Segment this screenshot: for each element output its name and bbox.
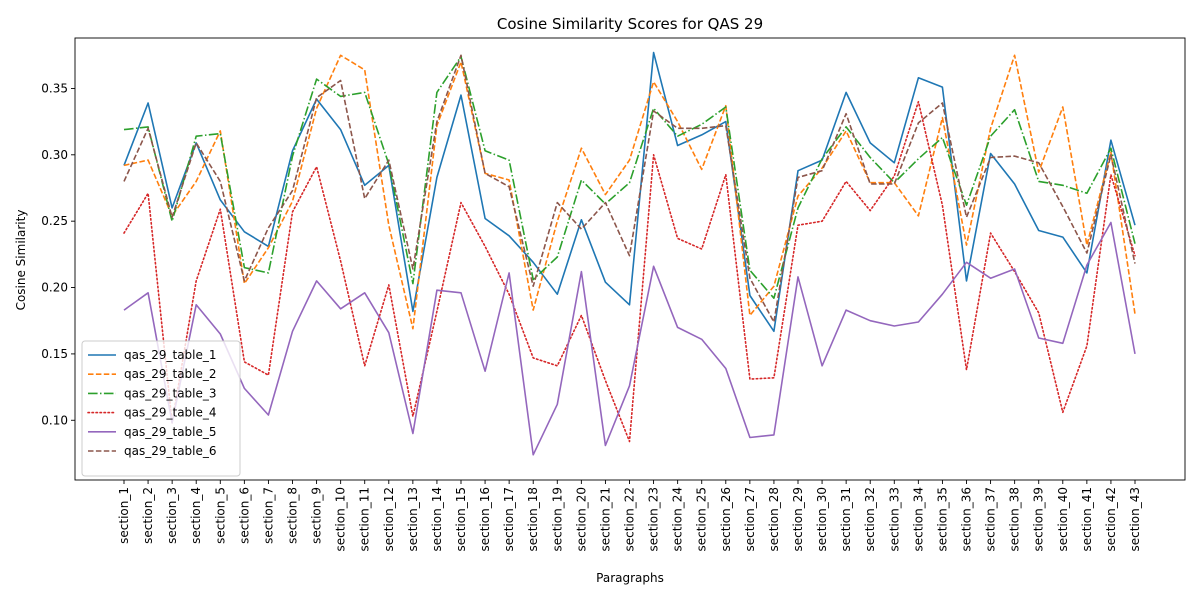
- x-tick-label: section_33: [887, 487, 901, 552]
- series-line-1: [123, 51, 1136, 333]
- chart-title: Cosine Similarity Scores for QAS 29: [497, 15, 763, 33]
- x-tick-label: section_5: [213, 487, 227, 544]
- series-layer: [123, 51, 1136, 456]
- x-tick-label: section_26: [719, 487, 733, 552]
- y-tick-label: 0.10: [41, 413, 68, 427]
- legend-label: qas_29_table_2: [124, 367, 217, 381]
- x-tick-label: section_1: [117, 487, 131, 544]
- legend-label: qas_29_table_4: [124, 406, 217, 420]
- x-tick-label: section_35: [935, 487, 949, 552]
- x-tick-label: section_29: [791, 487, 805, 552]
- x-tick-label: section_19: [550, 487, 564, 552]
- x-tick-label: section_25: [695, 487, 709, 552]
- legend: qas_29_table_1 qas_29_table_2 qas_29_table…: [81, 340, 241, 477]
- legend-label: qas_29_table_5: [124, 425, 217, 439]
- x-tick-label: section_7: [261, 487, 275, 544]
- x-tick-label: section_32: [863, 487, 877, 552]
- x-tick-label: section_6: [237, 487, 251, 544]
- x-tick-label: section_8: [286, 487, 300, 544]
- x-tick-label: section_27: [743, 487, 757, 552]
- x-tick-label: section_39: [1032, 487, 1046, 552]
- x-tick-label: section_41: [1080, 487, 1094, 552]
- x-tick-label: section_2: [141, 487, 155, 544]
- x-axis-label: Paragraphs: [596, 571, 664, 585]
- legend-label: qas_29_table_6: [124, 444, 217, 458]
- x-tick-label: section_20: [574, 487, 588, 552]
- series-line-4: [123, 100, 1136, 443]
- series-line-5: [123, 221, 1136, 456]
- x-tick-label: section_15: [454, 487, 468, 552]
- x-tick-label: section_17: [502, 487, 516, 552]
- y-tick-label: 0.30: [41, 148, 68, 162]
- x-tick-label: section_4: [189, 487, 203, 544]
- x-tick-label: section_36: [960, 487, 974, 552]
- x-tick-label: section_43: [1128, 487, 1142, 552]
- series-line-3: [123, 55, 1136, 300]
- legend-label: qas_29_table_3: [124, 386, 217, 400]
- x-tick-label: section_31: [839, 487, 853, 552]
- x-tick-label: section_37: [984, 487, 998, 552]
- y-tick-label: 0.20: [41, 281, 68, 295]
- plot-frame: [74, 37, 1186, 481]
- x-tick-label: section_16: [478, 487, 492, 552]
- x-tick-label: section_12: [382, 487, 396, 552]
- x-tick-label: section_10: [334, 487, 348, 552]
- axes-layer: 0.10 0.15 0.20 0.25 0.30 0.35 section_1 section…: [41, 37, 1186, 552]
- x-tick-label: section_38: [1008, 487, 1022, 552]
- series-line-2: [123, 54, 1136, 330]
- x-tick-label: section_9: [310, 487, 324, 544]
- series-line-6: [123, 54, 1136, 323]
- x-tick-label: section_24: [671, 487, 685, 552]
- legend-box: [81, 340, 241, 477]
- x-tick-label: section_14: [430, 487, 444, 552]
- x-tick-label: section_30: [815, 487, 829, 552]
- x-tick-label: section_21: [598, 487, 612, 552]
- x-tick-label: section_11: [358, 487, 372, 552]
- y-tick-label: 0.35: [41, 81, 68, 95]
- y-tick-label: 0.25: [41, 214, 68, 228]
- x-tick-label: section_3: [165, 487, 179, 544]
- y-axis-label: Cosine Similarity: [14, 210, 28, 311]
- legend-label: qas_29_table_1: [124, 348, 217, 362]
- y-tick-label: 0.15: [41, 347, 68, 361]
- x-tick-label: section_40: [1056, 487, 1070, 552]
- x-tick-label: section_13: [406, 487, 420, 552]
- x-tick-label: section_22: [623, 487, 637, 552]
- x-tick-label: section_18: [526, 487, 540, 552]
- x-tick-label: section_23: [647, 487, 661, 552]
- x-tick-label: section_28: [767, 487, 781, 552]
- x-tick-label: section_34: [911, 487, 925, 552]
- x-tick-label: section_42: [1104, 487, 1118, 552]
